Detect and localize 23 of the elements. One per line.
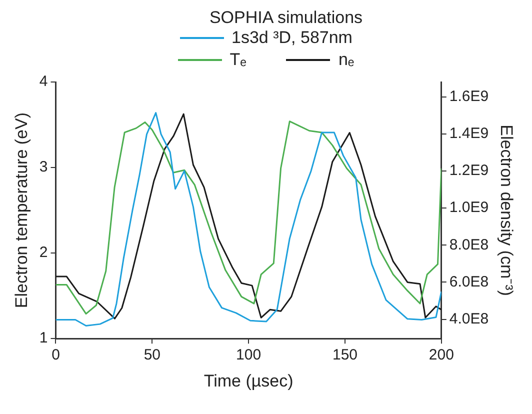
x-axis-title: Time (µsec)	[204, 371, 294, 390]
y2-tick-label: 8.0E8	[449, 236, 489, 254]
x-tick-label: 150	[332, 346, 358, 364]
y2-tick-label: 4.0E8	[449, 310, 489, 328]
x-tick-label: 50	[144, 346, 160, 364]
y2-tick-label: 1.6E9	[449, 88, 489, 105]
y2-axis-title: Electron density (cm⁻³)	[497, 124, 516, 296]
y-axis-title: Electron temperature (eV)	[12, 112, 31, 308]
x-tick-label: 200	[428, 346, 454, 364]
legend-label: 1s3d ³D, 587nm	[232, 28, 352, 48]
y-tick-label: 1	[39, 330, 48, 347]
y-tick-label: 3	[39, 158, 48, 176]
legend-label: Tₑ	[230, 50, 246, 70]
x-tick-label: 0	[52, 346, 60, 364]
y2-tick-label: 1.2E9	[449, 162, 489, 180]
y-tick-label: 2	[39, 244, 48, 262]
y2-tick-label: 6.0E8	[449, 273, 489, 290]
y2-tick-label: 1.4E9	[449, 125, 489, 142]
y2-tick-label: 1.0E9	[449, 199, 489, 216]
legend-label: nₑ	[338, 50, 354, 70]
x-tick-label: 100	[236, 346, 262, 364]
y-tick-label: 4	[39, 73, 48, 90]
chart-title: SOPHIA simulations	[208, 8, 364, 28]
